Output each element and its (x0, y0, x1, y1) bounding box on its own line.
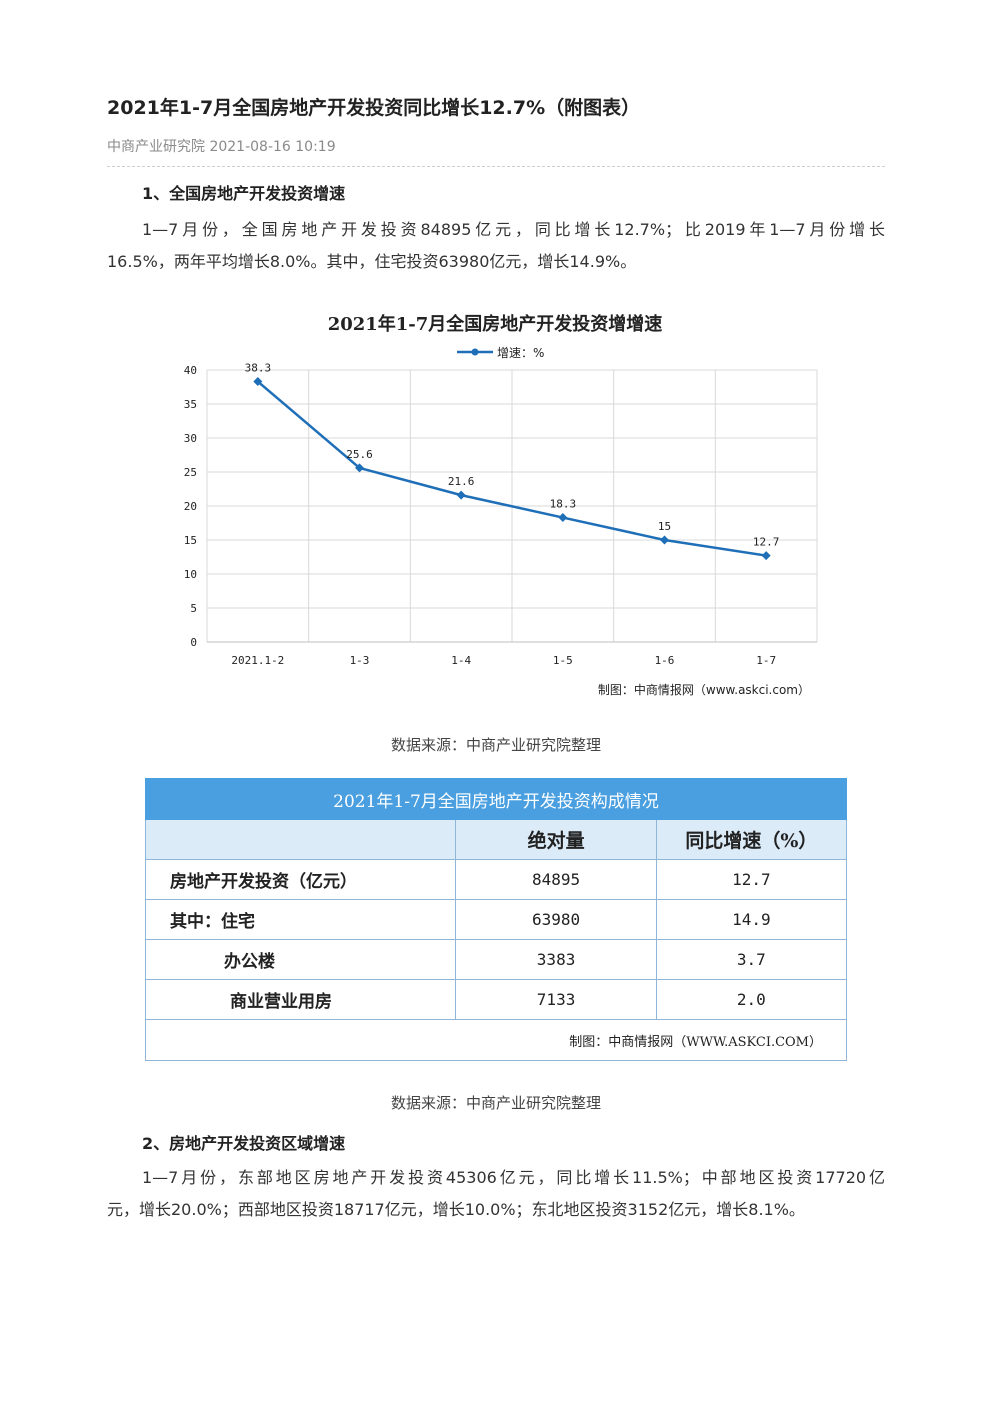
section2-heading: 2、房地产开发投资区域增速 (142, 1134, 346, 1153)
table-header-cell (144, 819, 457, 860)
y-tick-label: 40 (184, 364, 197, 377)
table-header-cell: 绝对量 (455, 819, 657, 860)
row-label: 商业营业用房 (144, 979, 457, 1020)
data-point (660, 535, 669, 545)
row-label: 房地产开发投资（亿元） (144, 859, 457, 900)
chart-credit: 制图：中商情报网（www.askci.com） (598, 682, 810, 697)
table-title: 2021年1-7月全国房地产开发投资构成情况 (145, 778, 847, 820)
data-label: 25.6 (346, 448, 373, 461)
legend-marker (471, 348, 479, 356)
row-value: 84895 (455, 859, 657, 900)
data-point (456, 490, 466, 500)
table-row: 其中：住宅 63980 14.9 (144, 899, 848, 940)
divider (107, 166, 885, 167)
y-tick-label: 25 (184, 466, 197, 479)
table-header-cell: 同比增速（%） (655, 819, 848, 860)
x-tick-label: 1-7 (756, 654, 776, 667)
table-row: 商业营业用房 7133 2.0 (144, 979, 848, 1020)
section1-heading: 1、全国房地产开发投资增速 (142, 184, 346, 203)
data-point (761, 551, 771, 561)
chart-svg: 2021年1-7月全国房地产开发投资增增速 增速：% 0 5 10 15 20 25 30 3… (184, 313, 818, 697)
table-source-caption: 数据来源：中商产业研究院整理 (390, 1094, 601, 1112)
table-credit: 制图：中商情报网（WWW.ASKCI.COM） (145, 1019, 847, 1061)
data-label: 15 (658, 520, 671, 533)
y-tick-label: 5 (190, 602, 197, 615)
chart-source-caption: 数据来源：中商产业研究院整理 (390, 736, 601, 754)
y-tick-label: 10 (184, 568, 197, 581)
table-row: 办公楼 3383 3.7 (144, 939, 848, 980)
x-tick-label: 1-3 (350, 654, 370, 667)
row-growth: 14.9 (655, 899, 848, 940)
growth-line-chart: 2021年1-7月全国房地产开发投资增增速 增速：% 0 5 10 15 20 25 30 3… (145, 298, 845, 708)
chart-title: 2021年1-7月全国房地产开发投资增增速 (328, 313, 663, 335)
table-footer-row: 制图：中商情报网（WWW.ASKCI.COM） (145, 1019, 847, 1061)
data-label: 18.3 (550, 498, 577, 511)
legend-label: 增速：% (497, 346, 544, 360)
y-tick-label: 30 (184, 432, 197, 445)
plot-series: 38.3 25.6 21.6 18.3 15 12.7 (245, 362, 780, 561)
row-growth: 2.0 (655, 979, 848, 1020)
row-value: 3383 (455, 939, 657, 980)
row-label: 办公楼 (144, 939, 457, 980)
row-label: 其中：住宅 (144, 899, 457, 940)
investment-table: 2021年1-7月全国房地产开发投资构成情况 绝对量 同比增速（%） 房地产开发… (144, 778, 848, 1061)
row-growth: 3.7 (655, 939, 848, 980)
paragraph-line: 1—7月份，东部地区房地产开发投资45306亿元，同比增长11.5%；中部地区投… (142, 1168, 885, 1187)
table-row: 房地产开发投资（亿元） 84895 12.7 (144, 859, 848, 900)
article-title: 2021年1-7月全国房地产开发投资同比增长12.7%（附图表） (107, 97, 641, 119)
x-tick-label: 2021.1-2 (231, 654, 284, 667)
row-value: 63980 (455, 899, 657, 940)
data-point (355, 463, 364, 473)
plot-axes: 0 5 10 15 20 25 30 35 40 2021.1-2 1-3 1-4 1-5 1-6 1-7 (184, 364, 817, 667)
table-header-row: 绝对量 同比增速（%） (144, 819, 848, 860)
paragraph-line: 1—7月份，全国房地产开发投资84895亿元，同比增长12.7%；比2019年1… (142, 220, 885, 239)
series-line (257, 380, 767, 557)
article-meta: 中商产业研究院 2021-08-16 10:19 (107, 139, 336, 155)
data-label: 38.3 (245, 362, 271, 375)
section1-paragraph: 1—7月份，全国房地产开发投资84895亿元，同比增长12.7%；比2019年1… (107, 214, 885, 278)
data-point (253, 377, 263, 387)
row-growth: 12.7 (655, 859, 848, 900)
y-tick-label: 15 (184, 534, 197, 547)
data-label: 12.7 (753, 536, 780, 549)
data-label: 21.6 (448, 475, 475, 488)
y-tick-label: 0 (190, 636, 197, 649)
y-tick-label: 35 (184, 398, 197, 411)
x-tick-label: 1-5 (553, 654, 573, 667)
section2-paragraph: 1—7月份，东部地区房地产开发投资45306亿元，同比增长11.5%；中部地区投… (107, 1162, 885, 1226)
row-value: 7133 (455, 979, 657, 1020)
x-tick-label: 1-4 (451, 654, 471, 667)
data-point (558, 513, 568, 523)
table-title-row: 2021年1-7月全国房地产开发投资构成情况 (145, 778, 847, 820)
paragraph-line: 元，增长20.0%；西部地区投资18717亿元，增长10.0%；东北地区投资31… (107, 1200, 805, 1219)
y-tick-label: 20 (184, 500, 197, 513)
paragraph-line: 16.5%，两年平均增长8.0%。其中，住宅投资63980亿元，增长14.9%。 (107, 252, 637, 271)
x-tick-label: 1-6 (655, 654, 675, 667)
